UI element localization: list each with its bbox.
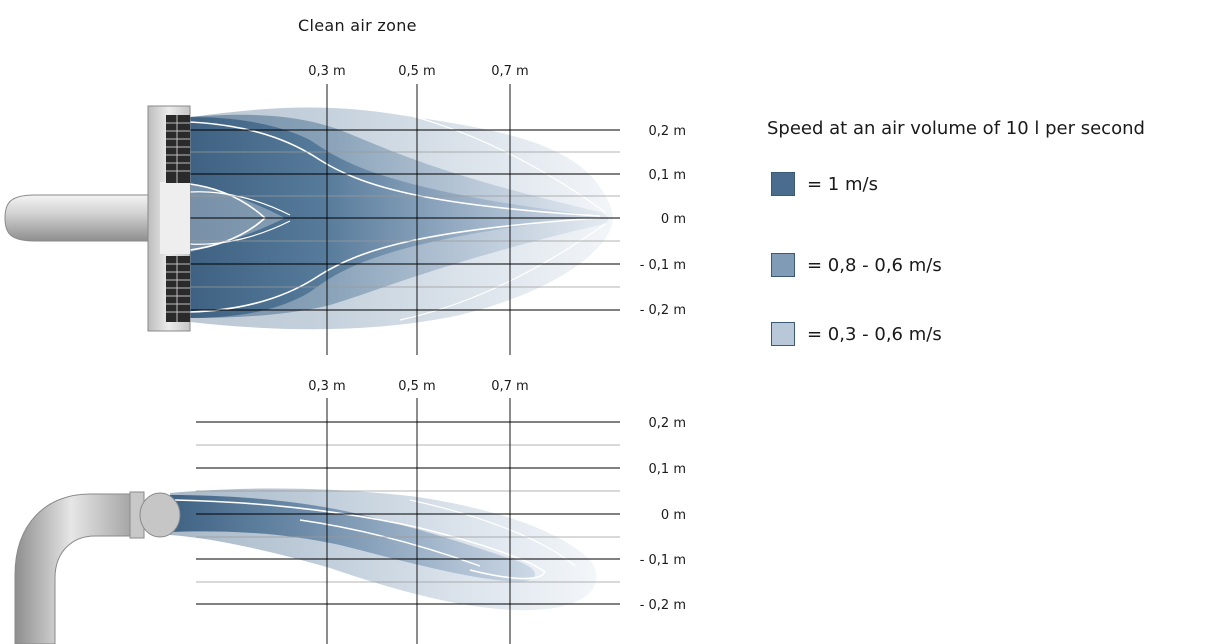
top-height-label: 0,2 m [649,124,686,139]
side-distance-label: 0,3 m [308,379,345,394]
top-device-housing-inner [160,182,190,254]
side-grid [196,398,620,644]
side-plume [170,488,597,611]
side-height-label: - 0,2 m [640,598,686,613]
top-height-label: 0,1 m [649,168,686,183]
side-streamline [299,519,481,567]
top-nozzle-grille [166,115,190,183]
top-distance-label: 0,7 m [491,64,528,79]
side-height-label: 0 m [661,508,686,523]
side-height-label: - 0,1 m [640,553,686,568]
side-device [14,491,181,644]
top-distance-label: 0,3 m [308,64,345,79]
legend-title: Speed at an air volume of 10 l per secon… [767,118,1145,139]
side-height-label: 0,1 m [649,462,686,477]
side-streamline [174,499,547,580]
top-view: 0,3 m 0,5 m 0,7 m 0,2 m 0,1 m 0 m - 0,1 … [4,64,686,355]
side-height-label: 0,2 m [649,416,686,431]
legend-item: = 0,3 - 0,6 m/s [771,321,942,347]
legend-swatch [771,172,795,196]
side-streamline [409,499,576,567]
top-streamline [189,220,291,245]
side-plume-core [170,495,535,582]
top-supply-pipe [4,194,169,242]
legend-label: = 0,3 - 0,6 m/s [807,323,942,345]
legend-item: = 0,8 - 0,6 m/s [771,252,942,278]
legend-label: = 1 m/s [807,173,878,195]
top-height-label: - 0,2 m [640,303,686,318]
diagram-title: Clean air zone [298,16,417,35]
top-distance-label: 0,5 m [398,64,435,79]
top-plume-core [190,117,600,318]
top-device [4,105,191,332]
top-streamline [399,112,606,213]
legend-item: = 1 m/s [771,171,878,197]
top-nozzle-slats [166,256,190,322]
legend-swatch [771,322,795,346]
top-nozzle-grille [166,256,190,322]
side-distance-label: 0,7 m [491,379,528,394]
top-nozzle-slats [166,115,190,183]
top-streamline [189,217,601,313]
top-streamline [189,191,291,216]
legend-swatch [771,253,795,277]
side-view: 0,3 m 0,5 m 0,7 m 0,2 m 0,1 m 0 m - 0,1 … [14,379,686,644]
top-height-label: 0 m [661,212,686,227]
side-nozzle-head [139,492,181,538]
top-height-label: - 0,1 m [640,258,686,273]
legend-label: = 0,8 - 0,6 m/s [807,254,942,276]
top-streamline [189,121,601,217]
side-bent-pipe [14,493,141,644]
top-grid [190,84,620,355]
side-distance-label: 0,5 m [398,379,435,394]
